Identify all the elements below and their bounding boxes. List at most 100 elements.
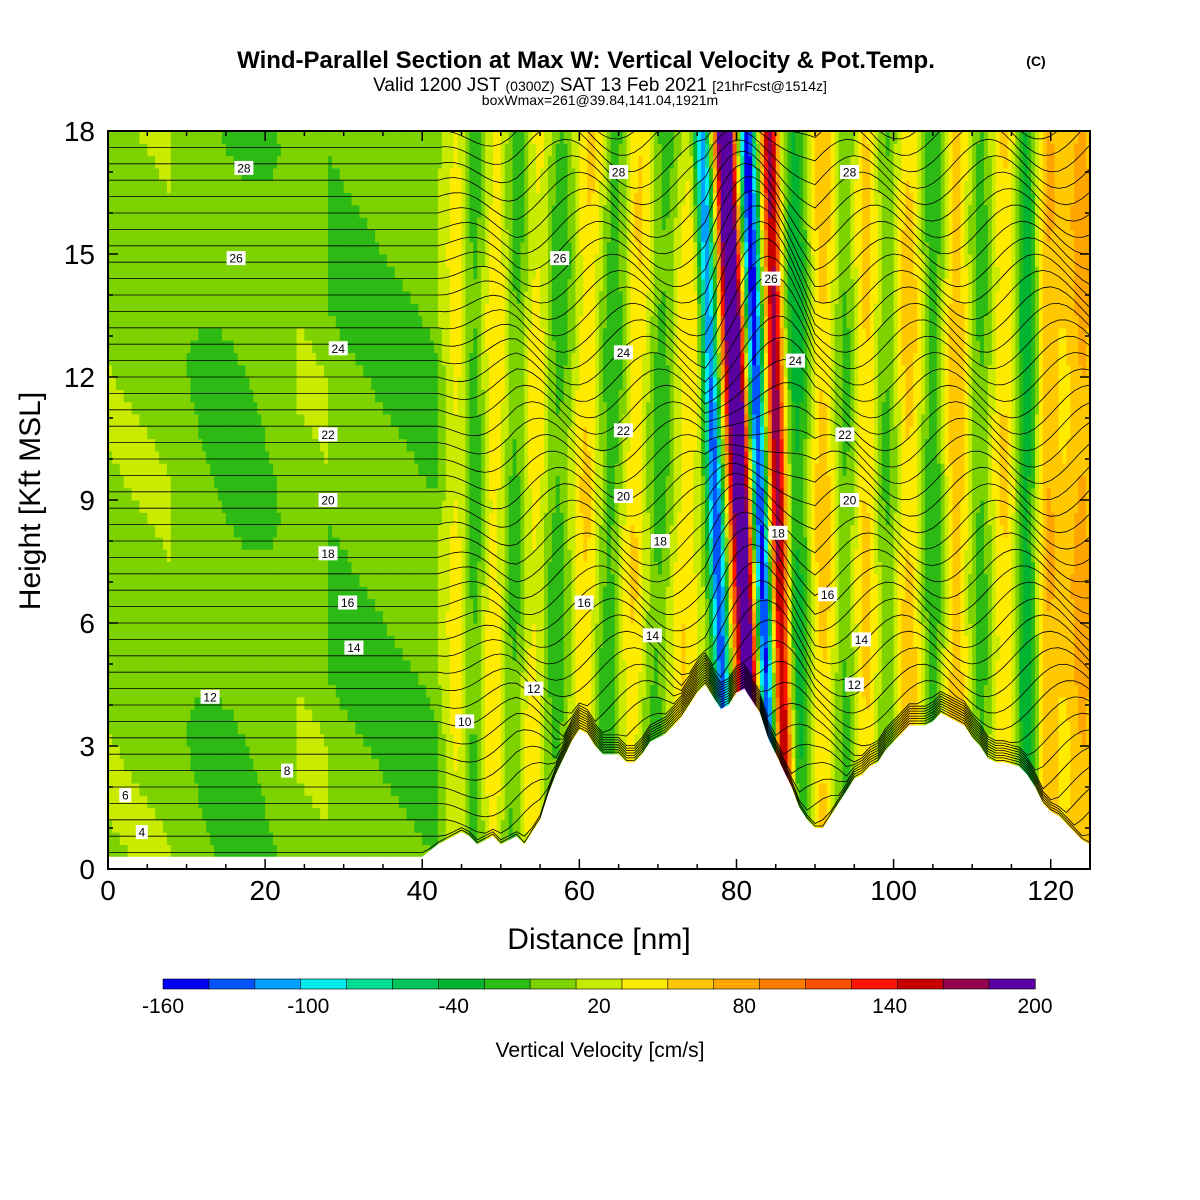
field-cell: [233, 463, 239, 476]
field-cell: [406, 278, 412, 292]
field-cell: [174, 770, 180, 784]
field-cell: [221, 155, 227, 169]
field-cell: [324, 254, 329, 267]
field-cell: [261, 377, 266, 390]
field-cell: [194, 475, 199, 489]
field-cell: [151, 167, 156, 181]
field-cell: [422, 290, 427, 304]
field-cell: [402, 192, 408, 206]
field-cell: [308, 315, 313, 329]
field-cell: [159, 684, 164, 698]
field-cell: [115, 180, 121, 194]
field-cell: [182, 315, 188, 329]
field-cell: [331, 610, 337, 624]
field-cell: [178, 684, 184, 698]
field-cell: [320, 536, 325, 550]
field-cell: [202, 413, 207, 427]
field-cell: [214, 500, 219, 513]
field-cell: [159, 635, 164, 649]
field-cell: [108, 303, 113, 317]
field-cell: [382, 672, 388, 686]
field-cell: [347, 549, 353, 563]
field-cell: [217, 217, 223, 230]
field-cell: [123, 229, 129, 243]
field-cell: [304, 561, 309, 575]
field-cell: [166, 684, 172, 698]
field-cell: [280, 524, 286, 538]
field-cell: [178, 524, 184, 538]
field-cell: [339, 549, 345, 563]
field-cell: [304, 746, 309, 759]
field-cell: [276, 364, 282, 378]
field-cell: [331, 770, 337, 784]
field-cell: [241, 413, 247, 427]
field-cell: [386, 327, 392, 341]
field-cell: [143, 709, 148, 722]
field-cell: [398, 266, 404, 280]
field-cell: [379, 549, 384, 563]
field-cell: [308, 450, 313, 464]
field-cell: [430, 389, 435, 403]
field-cell: [331, 377, 337, 390]
field-cell: [292, 610, 298, 624]
field-cell: [155, 180, 160, 194]
field-cell: [371, 598, 376, 612]
field-cell: [320, 364, 325, 378]
field-cell: [245, 229, 251, 243]
field-cell: [288, 746, 294, 759]
field-cell: [351, 500, 357, 513]
field-cell: [410, 401, 415, 415]
field-cell: [347, 807, 353, 821]
field-cell: [194, 512, 199, 526]
field-cell: [135, 758, 141, 772]
field-cell: [233, 131, 239, 144]
field-cell: [272, 487, 278, 501]
field-cell: [190, 561, 196, 575]
field-cell: [335, 758, 341, 772]
field-cell: [170, 758, 176, 772]
field-cell: [269, 733, 274, 747]
field-cell: [339, 327, 345, 341]
field-cell: [410, 217, 415, 230]
field-cell: [371, 758, 376, 772]
field-cell: [371, 413, 376, 427]
field-cell: [151, 463, 156, 476]
field-cell: [316, 500, 321, 513]
field-cell: [233, 327, 239, 341]
field-cell: [308, 684, 313, 698]
field-cell: [170, 254, 176, 267]
field-cell: [166, 549, 172, 563]
field-cell: [123, 610, 129, 624]
field-cell: [422, 389, 427, 403]
field-cell: [335, 782, 341, 796]
field-cell: [390, 746, 396, 759]
field-cell: [225, 155, 231, 169]
field-cell: [186, 487, 192, 501]
field-cell: [225, 598, 231, 612]
field-cell: [166, 832, 172, 845]
field-cell: [320, 278, 325, 292]
field-cell: [351, 377, 357, 390]
field-cell: [123, 192, 129, 206]
field-cell: [280, 635, 286, 649]
field-cell: [119, 746, 125, 759]
field-cell: [296, 549, 302, 563]
field-cell: [375, 463, 380, 476]
field-cell: [390, 500, 396, 513]
field-cell: [186, 598, 192, 612]
field-cell: [225, 217, 231, 230]
field-cell: [257, 450, 262, 464]
field-cell: [422, 795, 427, 809]
field-cell: [367, 635, 372, 649]
field-cell: [426, 610, 431, 624]
field-cell: [320, 315, 325, 329]
field-cell: [162, 426, 168, 440]
field-cell: [343, 832, 349, 845]
field-cell: [335, 770, 341, 784]
field-cell: [178, 549, 184, 563]
field-cell: [147, 155, 152, 169]
field-cell: [135, 217, 141, 230]
field-cell: [430, 832, 435, 845]
field-cell: [269, 315, 274, 329]
field-cell: [206, 315, 211, 329]
